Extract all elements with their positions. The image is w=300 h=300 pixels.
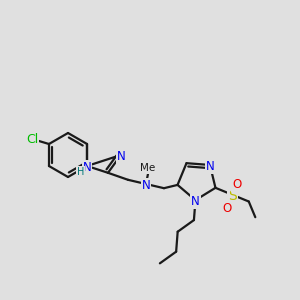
- Text: O: O: [223, 202, 232, 215]
- Text: N: N: [83, 161, 92, 174]
- Text: O: O: [232, 178, 242, 190]
- Text: N: N: [191, 195, 200, 208]
- Text: Me: Me: [140, 163, 156, 173]
- Text: N: N: [206, 160, 214, 173]
- Text: N: N: [116, 150, 125, 163]
- Text: Cl: Cl: [26, 133, 38, 146]
- Text: N: N: [142, 179, 150, 192]
- Text: S: S: [228, 189, 236, 203]
- Text: H: H: [77, 167, 84, 177]
